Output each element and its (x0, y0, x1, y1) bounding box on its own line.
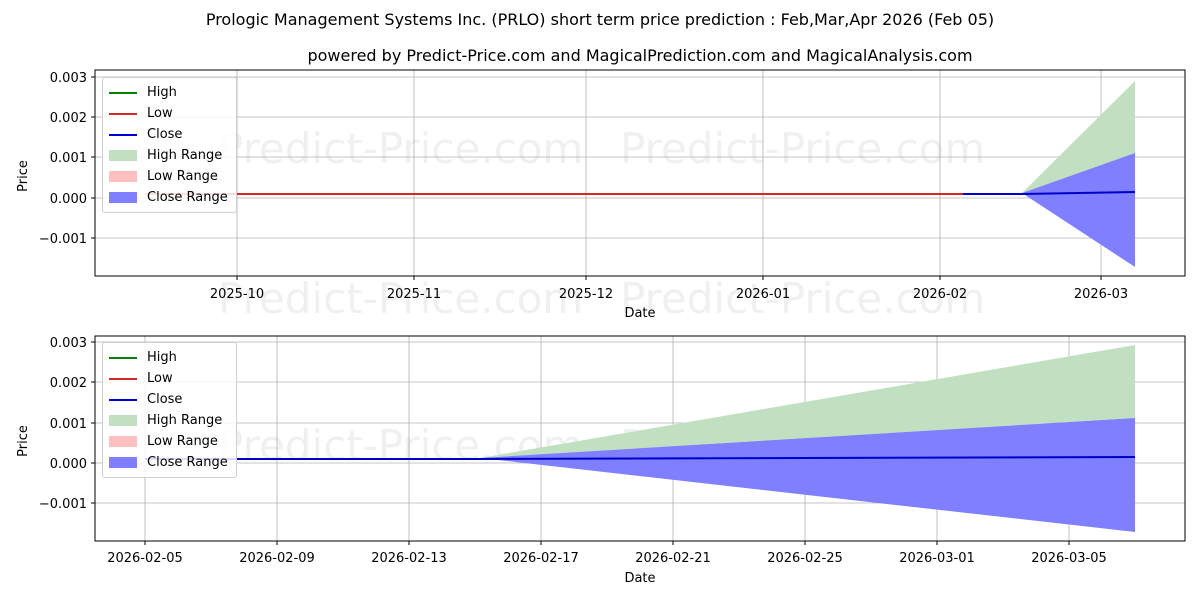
top-x-axis-label: Date (624, 306, 655, 321)
bottom-plot-frame (94, 335, 1186, 542)
svg-text:0.003: 0.003 (50, 336, 87, 351)
svg-text:2026-02-21: 2026-02-21 (635, 551, 711, 566)
legend-item-close: Close (109, 389, 228, 410)
chart-title: Prologic Management Systems Inc. (PRLO) … (205, 10, 995, 29)
chart-subtitle: powered by Predict-Price.com and Magical… (307, 46, 973, 65)
top-close-range (1022, 153, 1135, 267)
top-legend: High Low Close High Range Low Range Clos… (102, 77, 237, 213)
top-y-axis-label: Price (16, 160, 31, 192)
svg-text:2026-02-09: 2026-02-09 (239, 551, 315, 566)
svg-text:0.001: 0.001 (50, 151, 87, 166)
legend-swatch-high (109, 356, 137, 359)
bottom-y-axis-label: Price (16, 425, 31, 457)
legend-item-low: Low (109, 103, 228, 124)
legend-item-high-range: High Range (109, 145, 228, 166)
legend-label: Close (147, 392, 183, 407)
svg-text:0.000: 0.000 (50, 192, 87, 207)
svg-text:2026-02-17: 2026-02-17 (503, 551, 579, 566)
top-x-ticks: 2025-10 2025-11 2025-12 2026-01 2026-02 … (210, 276, 1128, 302)
svg-text:0.003: 0.003 (50, 71, 87, 86)
legend-swatch-low (109, 377, 137, 380)
bottom-x-ticks: 2026-02-05 2026-02-09 2026-02-13 2026-02… (107, 541, 1107, 566)
svg-text:2025-10: 2025-10 (210, 287, 264, 302)
legend-item-low-range: Low Range (109, 431, 228, 452)
top-gridlines (95, 70, 1185, 276)
svg-text:2026-03: 2026-03 (1074, 287, 1128, 302)
svg-text:2026-01: 2026-01 (736, 287, 790, 302)
legend-label: High (147, 350, 177, 365)
legend-swatch-low-range (109, 436, 137, 447)
svg-text:0.000: 0.000 (50, 457, 87, 472)
legend-swatch-low-range (109, 171, 137, 182)
legend-label: Low (147, 371, 173, 386)
legend-label: High (147, 85, 177, 100)
svg-text:0.002: 0.002 (50, 376, 87, 391)
legend-item-high: High (109, 82, 228, 103)
legend-label: High Range (147, 148, 223, 163)
legend-item-close-range: Close Range (109, 187, 228, 208)
svg-text:Predict-Price.com: Predict-Price.com (620, 124, 985, 173)
top-plot-frame (94, 69, 1186, 277)
svg-text:−0.001: −0.001 (39, 232, 87, 247)
svg-text:2025-11: 2025-11 (387, 287, 441, 302)
svg-text:2026-02: 2026-02 (913, 287, 967, 302)
legend-swatch-close (109, 398, 137, 401)
svg-text:Predict-Price.com: Predict-Price.com (218, 274, 583, 323)
legend-label: Low Range (147, 169, 218, 184)
bottom-x-axis-label: Date (624, 571, 655, 586)
svg-text:2026-02-25: 2026-02-25 (767, 551, 843, 566)
legend-swatch-close (109, 133, 137, 136)
bottom-close-line (145, 456, 1136, 460)
bottom-legend: High Low Close High Range Low Range Clos… (102, 342, 237, 478)
svg-text:−0.001: −0.001 (39, 497, 87, 512)
top-y-ticks: 0.003 0.002 0.001 0.000 −0.001 (39, 71, 95, 247)
bottom-close-range (480, 418, 1135, 532)
svg-text:2026-02-05: 2026-02-05 (107, 551, 183, 566)
svg-text:2025-12: 2025-12 (559, 287, 613, 302)
legend-label: Low Range (147, 434, 218, 449)
legend-label: Close (147, 127, 183, 142)
legend-label: High Range (147, 413, 223, 428)
top-high-range (1022, 81, 1135, 193)
svg-text:0.001: 0.001 (50, 417, 87, 432)
svg-text:Predict-Price.com: Predict-Price.com (218, 124, 583, 173)
svg-text:2026-02-13: 2026-02-13 (371, 551, 447, 566)
legend-item-high: High (109, 347, 228, 368)
legend-item-close-range: Close Range (109, 452, 228, 473)
legend-swatch-high-range (109, 150, 137, 161)
legend-swatch-close-range (109, 192, 137, 203)
legend-swatch-close-range (109, 457, 137, 468)
watermark: Predict-Price.com Predict-Price.com Pred… (218, 124, 985, 470)
bottom-high-range (480, 345, 1135, 458)
legend-swatch-low (109, 112, 137, 115)
legend-item-high-range: High Range (109, 410, 228, 431)
svg-text:0.002: 0.002 (50, 111, 87, 126)
legend-label: Low (147, 106, 173, 121)
bottom-y-ticks: 0.003 0.002 0.001 0.000 −0.001 (39, 336, 95, 512)
top-close-line (963, 191, 1136, 195)
legend-swatch-high (109, 91, 137, 94)
legend-item-close: Close (109, 124, 228, 145)
svg-text:2026-03-05: 2026-03-05 (1031, 551, 1107, 566)
legend-label: Close Range (147, 455, 228, 470)
svg-text:Predict-Price.com: Predict-Price.com (620, 274, 985, 323)
legend-item-low-range: Low Range (109, 166, 228, 187)
legend-swatch-high-range (109, 415, 137, 426)
legend-label: Close Range (147, 190, 228, 205)
legend-item-low: Low (109, 368, 228, 389)
svg-text:2026-03-01: 2026-03-01 (899, 551, 975, 566)
